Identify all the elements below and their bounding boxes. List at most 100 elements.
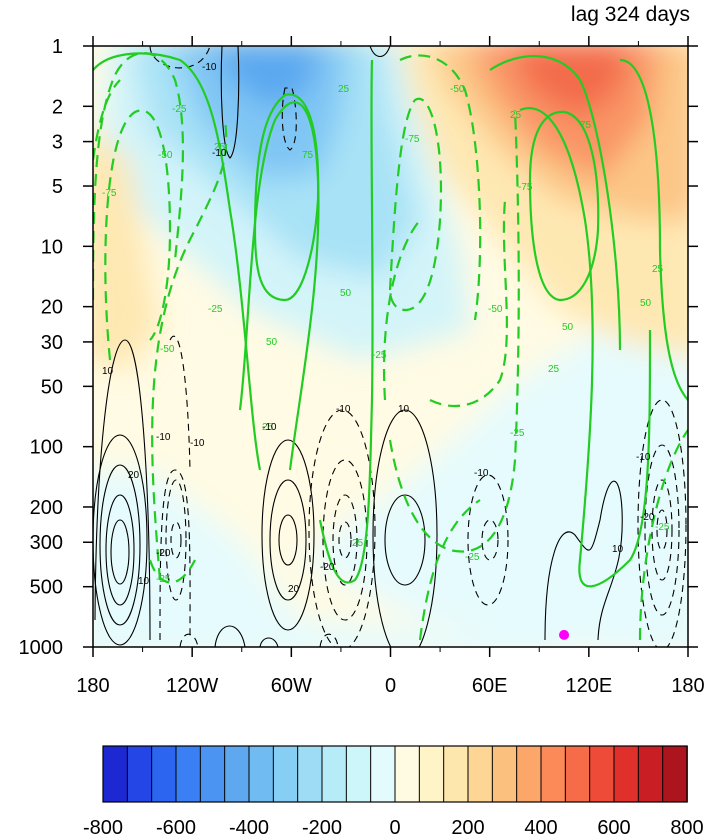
black-label: 20 [288, 584, 300, 595]
colorbar-swatch [175, 745, 202, 803]
green-label: -25 [208, 304, 223, 315]
black-contour-bottom-2 [179, 633, 199, 647]
black-label: -10 [156, 432, 171, 443]
black-contour-mid-neg-1 [308, 409, 376, 647]
colorbar-label: -200 [302, 817, 342, 838]
black-contour-mid-neg-2 [322, 459, 368, 621]
colorbar-swatch [491, 745, 518, 803]
green-contour-pos-25-right [489, 54, 622, 351]
black-contour-right-neg-2 [481, 519, 499, 561]
green-label: 25 [338, 84, 350, 95]
colorbar-swatch [297, 745, 323, 803]
y-tick-label: 50 [41, 376, 63, 398]
black-contour-bottom-4 [259, 637, 279, 647]
black-label: -20 [156, 548, 171, 559]
green-contour-neg-75-left [93, 52, 184, 301]
green-label: -75 [518, 182, 533, 193]
black-contour-mid-neg-3 [332, 494, 358, 586]
y-tick-label: 10 [41, 236, 63, 258]
y-tick-label: 500 [30, 577, 63, 599]
x-tick-label: 60E [472, 675, 508, 697]
green-contour-pos-75-right [528, 110, 600, 302]
y-tick-label: 20 [41, 297, 63, 319]
colorbar-swatch [540, 745, 567, 803]
y-tick-label: 200 [30, 497, 63, 519]
green-contour-bottom-left [148, 559, 196, 584]
black-contour-right-pos [544, 480, 623, 641]
black-contour-mid-1 [261, 439, 315, 631]
black-contour-bottom-3 [319, 633, 339, 647]
colorbar-swatch [370, 745, 396, 803]
black-label: 10 [612, 544, 624, 555]
black-label: 20 [128, 470, 140, 481]
y-tick-label: 1000 [19, 637, 64, 659]
black-contour-bottom-1 [214, 625, 246, 647]
black-label: -10 [262, 422, 277, 433]
colorbar-label: 400 [524, 817, 557, 838]
colorbar-swatch [224, 745, 250, 803]
y-tick-label: 30 [41, 332, 63, 354]
colorbar-swatch [151, 745, 177, 803]
black-contour-top-3 [149, 46, 211, 69]
green-label: 50 [640, 298, 652, 309]
green-label: 25 [352, 538, 364, 549]
green-label: -25 [465, 552, 480, 563]
black-label: -20 [640, 512, 655, 523]
black-label: -20 [320, 562, 335, 573]
colorbar-label: 600 [597, 817, 630, 838]
green-label: -50 [488, 304, 503, 315]
black-label: 10 [398, 404, 410, 415]
colorbar-swatch [102, 745, 129, 803]
contour-labels: -75 -50 -25 -25 -50 25 50 75 25 50 25 25… [102, 62, 670, 595]
green-contour-pos-25-a [93, 52, 262, 471]
green-label: 25 [214, 142, 226, 153]
x-tick-label: 0 [385, 675, 396, 697]
y-tick-label: 100 [30, 437, 63, 459]
green-label: 50 [266, 337, 278, 348]
field-upper-positive-core [512, 46, 629, 120]
green-label: 25 [548, 364, 560, 375]
colorbar: -800 -600 -400 -200 0 200 400 600 800 [83, 745, 704, 838]
green-label: -25 [156, 574, 171, 585]
colorbar-swatch [516, 745, 542, 803]
green-contour-pos-25-far [619, 58, 688, 401]
field-lower-left-cyan [93, 470, 560, 647]
green-label: -75 [405, 134, 420, 145]
colorbar-swatch [564, 745, 591, 803]
green-contour-neg-25-mid [382, 219, 421, 401]
colorbar-label: 0 [389, 817, 400, 838]
colorbar-swatch [418, 745, 445, 803]
black-contour-center-1 [372, 409, 438, 647]
black-label: -10 [190, 438, 205, 449]
y-tick-label: 3 [52, 132, 63, 154]
green-contour-outer-dashed [388, 109, 520, 553]
black-contour-neg-a [159, 469, 191, 641]
y-tick-label: 300 [30, 532, 63, 554]
green-label: 25 [262, 422, 274, 433]
black-contour-far-neg-1 [637, 399, 687, 647]
colorbar-swatch [613, 745, 640, 803]
green-contours [93, 52, 688, 641]
black-contour-left-3 [105, 494, 135, 606]
green-label: 50 [562, 322, 574, 333]
y-tick-label: 1 [52, 36, 63, 58]
colorbar-swatch [662, 745, 688, 803]
black-contour-left-4 [110, 519, 130, 585]
black-contour-far-neg-4 [656, 509, 668, 551]
green-label: -50 [160, 344, 175, 355]
green-label: -25 [655, 522, 670, 533]
black-contour-neg-d [169, 335, 191, 471]
colorbar-swatch [443, 745, 469, 803]
colorbar-swatch [272, 745, 299, 803]
green-contour-neg-75-mid [388, 97, 443, 312]
black-label: -10 [336, 404, 351, 415]
x-axis: 180 120W 60W 0 60E 120E 180 [76, 36, 705, 697]
location-marker [559, 629, 570, 640]
chart-title: lag 324 days [571, 3, 690, 26]
black-label: -10 [636, 452, 651, 463]
green-label: -25 [172, 104, 187, 115]
colorbar-swatch [126, 745, 153, 803]
x-tick-label: 60W [271, 675, 312, 697]
green-contour-pos-50 [238, 101, 320, 471]
colorbar-swatch [199, 745, 226, 803]
